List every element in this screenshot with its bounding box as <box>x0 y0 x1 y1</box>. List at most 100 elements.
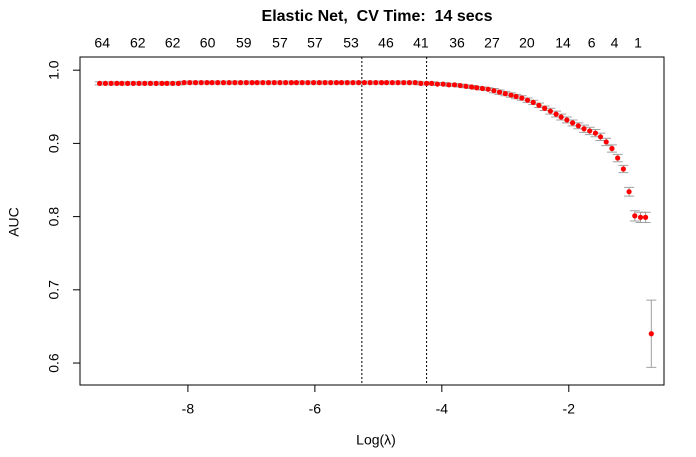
top-tick-label: 60 <box>200 35 216 51</box>
point <box>305 80 311 86</box>
point <box>558 114 564 120</box>
point <box>581 126 587 132</box>
point <box>147 80 154 86</box>
top-tick-label: 4 <box>611 35 619 51</box>
top-tick-label: 20 <box>519 35 535 51</box>
point <box>254 80 260 86</box>
y-tick-label: 0.6 <box>46 353 62 373</box>
point <box>243 80 249 86</box>
point <box>412 80 418 86</box>
point <box>170 80 176 86</box>
point <box>277 80 283 86</box>
point <box>232 80 238 86</box>
point <box>479 85 486 92</box>
point <box>553 111 559 117</box>
point <box>198 80 204 86</box>
point <box>333 80 340 86</box>
point <box>389 80 395 86</box>
y-tick-label: 0.7 <box>46 280 62 300</box>
point <box>249 80 255 86</box>
point <box>271 80 277 86</box>
top-tick-label: 59 <box>236 35 252 51</box>
point <box>469 84 475 90</box>
point <box>187 80 193 86</box>
point <box>288 80 294 86</box>
x-tick-label: -2 <box>563 401 576 417</box>
point <box>164 80 170 86</box>
point <box>434 81 440 87</box>
point <box>238 80 244 86</box>
top-tick-label: 6 <box>588 35 596 51</box>
point <box>356 80 362 86</box>
y-tick-label: 0.9 <box>46 133 62 153</box>
point <box>215 80 221 86</box>
point <box>542 105 548 111</box>
point <box>260 80 266 86</box>
point <box>491 88 497 94</box>
point <box>395 80 401 86</box>
point <box>350 80 356 86</box>
point <box>620 166 626 172</box>
point <box>204 80 210 86</box>
point <box>328 80 334 86</box>
point <box>373 80 379 86</box>
chart-title: Elastic Net, CV Time: 14 secs <box>262 8 493 25</box>
point <box>530 99 536 105</box>
top-tick-label: 53 <box>343 35 359 51</box>
point <box>474 85 480 91</box>
point <box>587 128 593 134</box>
point <box>401 80 407 86</box>
point <box>361 80 367 86</box>
point <box>457 82 463 89</box>
point <box>384 80 390 86</box>
point <box>175 80 181 86</box>
point <box>547 108 553 114</box>
point <box>648 331 654 337</box>
point <box>114 80 120 86</box>
point <box>637 214 644 220</box>
point <box>192 80 199 86</box>
point <box>119 80 125 86</box>
point <box>322 80 328 86</box>
top-tick-label: 1 <box>634 35 642 51</box>
top-tick-label: 64 <box>94 35 110 51</box>
point <box>597 134 604 140</box>
point <box>406 80 413 86</box>
y-tick-label: 0.8 <box>46 207 62 227</box>
point <box>440 81 446 87</box>
point <box>344 80 350 86</box>
point <box>575 123 581 129</box>
point <box>519 95 525 101</box>
point <box>496 89 503 95</box>
point <box>283 80 289 86</box>
top-tick-label: 46 <box>378 35 394 51</box>
point <box>265 80 272 86</box>
point <box>97 80 103 86</box>
point <box>536 102 542 108</box>
point <box>181 80 187 86</box>
point <box>226 80 232 86</box>
y-tick-label: 1.0 <box>46 60 62 80</box>
point <box>125 80 131 86</box>
point <box>159 80 165 86</box>
point <box>632 213 638 219</box>
plot-frame <box>79 56 665 386</box>
top-tick-label: 36 <box>449 35 465 51</box>
top-tick-label: 57 <box>307 35 323 51</box>
point <box>502 91 508 97</box>
point <box>615 155 621 161</box>
point <box>485 86 491 92</box>
point <box>293 80 300 86</box>
point <box>446 82 452 88</box>
point <box>626 189 632 195</box>
point <box>209 80 215 86</box>
top-tick-label: 14 <box>555 35 571 51</box>
x-axis-label: Log(λ) <box>356 432 396 448</box>
point <box>463 83 469 89</box>
point <box>524 97 531 103</box>
point <box>299 80 305 86</box>
point <box>451 82 458 88</box>
point <box>102 80 108 86</box>
